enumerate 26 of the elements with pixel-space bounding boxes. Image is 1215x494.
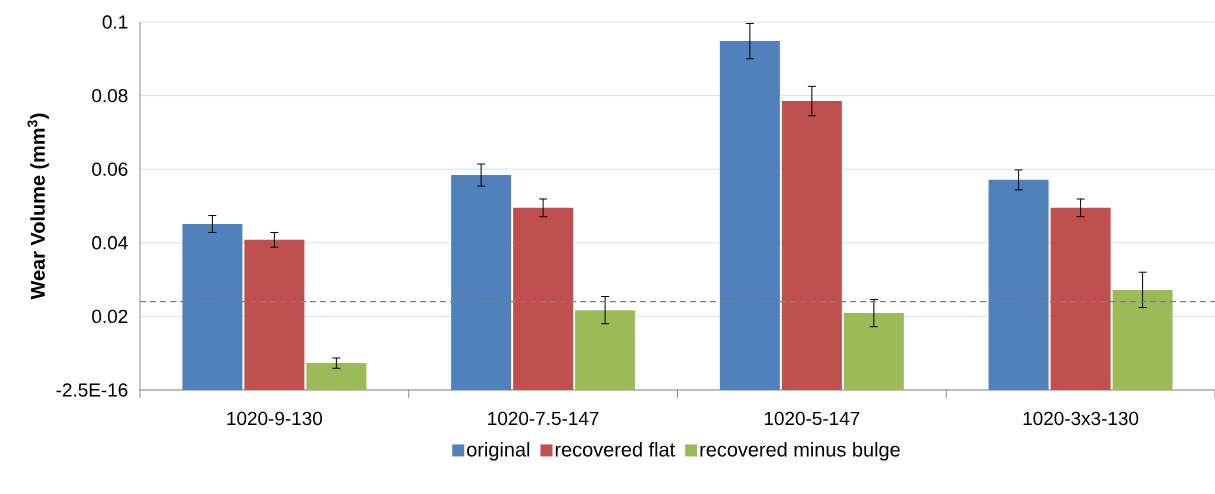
bar	[575, 310, 636, 390]
bar	[719, 41, 780, 390]
bar	[306, 363, 367, 390]
legend-label: original	[467, 442, 530, 461]
y-tick-label: 0.1	[102, 15, 128, 29]
bar	[988, 179, 1049, 390]
bar	[1050, 207, 1111, 390]
legend-label: recovered minus bulge	[700, 442, 900, 461]
bar	[451, 175, 512, 390]
bar	[843, 313, 904, 390]
bar	[244, 239, 305, 390]
y-tick-label: 0.08	[92, 88, 128, 103]
x-tick-label: 1020-3x3-130	[1023, 411, 1139, 426]
bar	[182, 224, 243, 390]
legend-label: recovered flat	[555, 442, 675, 457]
y-tick-label: 0.04	[92, 236, 128, 250]
x-tick-label: 1020-9-130	[227, 411, 323, 426]
x-tick-label: 1020-5-147	[764, 411, 860, 426]
bar	[1112, 289, 1173, 390]
y-tick-label: -2.5E-16	[56, 383, 128, 397]
y-axis-title: Wear Volume (mm$^{3}$)	[27, 113, 49, 300]
y-tick-label: 0.06	[92, 162, 128, 176]
bar	[513, 207, 574, 390]
x-tick-label: 1020-7.5-147	[488, 411, 599, 426]
bar	[781, 101, 842, 390]
y-tick-label: 0.02	[92, 309, 128, 324]
